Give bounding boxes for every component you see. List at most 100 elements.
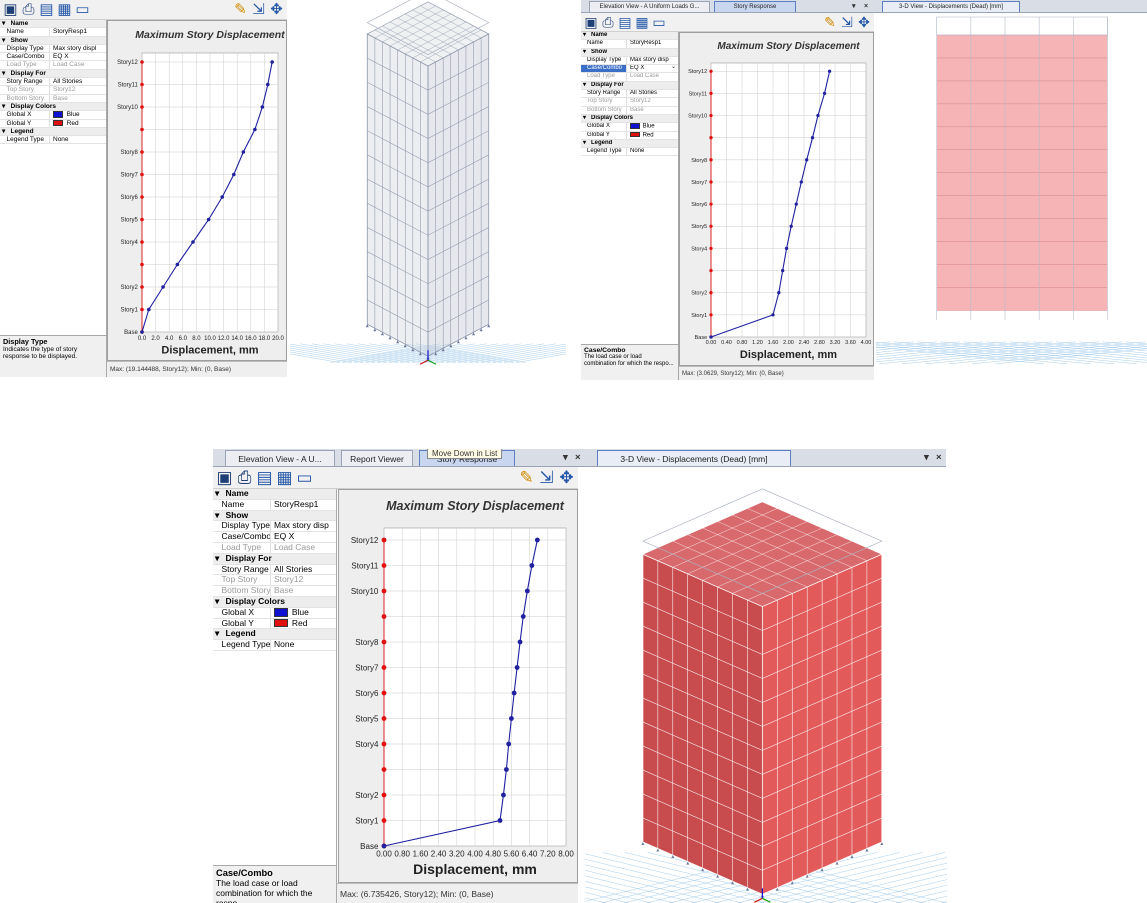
data-point-global-y[interactable]	[140, 127, 144, 132]
data-point-global-x[interactable]	[517, 639, 523, 645]
print-icon[interactable]: ⎙	[237, 469, 252, 486]
color-swatch[interactable]	[630, 123, 640, 129]
prop-row-case-combo[interactable]: Case/Combo EQ X ⌄	[581, 65, 678, 74]
data-point-global-x[interactable]	[241, 150, 246, 154]
data-point-global-y[interactable]	[709, 158, 713, 162]
prop-row-load-type[interactable]: Load Type Load Case	[0, 61, 106, 70]
prop-value[interactable]: StoryResp1	[627, 40, 678, 47]
print-icon[interactable]: ⎙	[22, 2, 35, 17]
data-point-global-y[interactable]	[709, 291, 713, 295]
prop-row-story-range[interactable]: Story Range All Stories	[0, 78, 106, 87]
data-point-global-x[interactable]	[534, 537, 540, 543]
close-view-icon[interactable]: ×	[936, 452, 942, 463]
color-swatch[interactable]	[53, 119, 64, 126]
category-legend[interactable]: ▾ Legend	[0, 127, 106, 137]
data-point-global-x[interactable]	[381, 843, 387, 849]
data-point-global-y[interactable]	[140, 105, 144, 109]
data-point-global-x[interactable]	[789, 224, 793, 228]
color-swatch[interactable]	[53, 111, 64, 118]
tab-elevation-view-a-u[interactable]: Elevation View - A U...	[225, 450, 335, 466]
data-point-global-x[interactable]	[506, 741, 512, 747]
data-point-global-x[interactable]	[140, 330, 144, 334]
collapse-icon[interactable]: ▾	[215, 489, 220, 498]
collapse-icon[interactable]: ▾	[215, 552, 220, 563]
pencil-icon[interactable]: ✎	[234, 2, 247, 17]
data-point-global-x[interactable]	[529, 563, 535, 568]
data-point-global-x[interactable]	[810, 136, 815, 140]
data-point-global-y[interactable]	[381, 792, 387, 798]
export-icon[interactable]: ⇲	[252, 2, 265, 17]
data-point-global-x[interactable]	[709, 335, 713, 339]
prop-row-display-type[interactable]: Display Type Max story displ	[0, 44, 106, 54]
data-point-global-y[interactable]	[140, 307, 144, 312]
data-point-global-x[interactable]	[777, 291, 781, 295]
prop-value[interactable]: StoryResp1	[271, 500, 336, 510]
prop-row-global-y[interactable]: Global Y Red	[581, 131, 678, 140]
prop-value[interactable]: None	[50, 136, 106, 143]
data-point-global-y[interactable]	[381, 639, 387, 645]
data-point-global-y[interactable]	[381, 767, 387, 772]
close-tab-icon[interactable]: ×	[864, 3, 869, 10]
prop-row-bottom-story[interactable]: Bottom Story Base	[213, 586, 336, 597]
data-point-global-x[interactable]	[805, 158, 809, 162]
data-point-global-y[interactable]	[140, 195, 144, 199]
model-3d-view[interactable]	[290, 0, 566, 377]
collapse-icon[interactable]: ▾	[583, 81, 587, 88]
category-name[interactable]: ▾ Name	[0, 20, 106, 29]
print-icon[interactable]: ⎙	[602, 15, 614, 29]
prop-value[interactable]: All Stories	[50, 78, 106, 85]
story-displacement-plot[interactable]: 0.0 2.0 4.0 6.0 8.0 10.0 12.0 14.0 16.0 18.0 20.0 B…	[107, 20, 287, 361]
data-point-global-x[interactable]	[161, 285, 165, 289]
data-point-global-y[interactable]	[709, 313, 713, 317]
table-icon[interactable]: ▦	[635, 15, 649, 29]
prop-value[interactable]: EQ X	[271, 532, 336, 542]
model-3d-view[interactable]	[585, 467, 947, 903]
collapse-icon[interactable]: ▾	[2, 69, 6, 77]
data-point-global-y[interactable]	[709, 180, 713, 184]
collapse-icon[interactable]: ▾	[215, 628, 220, 639]
data-point-global-x[interactable]	[822, 91, 827, 96]
prop-row-name[interactable]: Name StoryResp1	[0, 28, 106, 37]
prop-value[interactable]: Max story disp	[271, 521, 336, 531]
data-point-global-x[interactable]	[232, 172, 236, 177]
page-icon[interactable]: ▭	[652, 15, 666, 29]
table-icon[interactable]: ▦	[57, 2, 72, 17]
tab-3d-view[interactable]: 3-D View - Displacements (Dead) [mm]	[597, 450, 791, 466]
data-point-global-x[interactable]	[497, 818, 503, 823]
prop-row-load-type[interactable]: Load Type Load Case	[213, 542, 336, 554]
data-point-global-y[interactable]	[709, 69, 713, 73]
pencil-icon[interactable]: ✎	[824, 15, 836, 29]
data-point-global-y[interactable]	[381, 716, 387, 721]
story-displacement-plot[interactable]: 0.00 0.80 1.60 2.40 3.20 4.00 4.80 5.60 6.40 7.20…	[338, 489, 578, 883]
tab-elevation-view-a-uniform-loads-g[interactable]: Elevation View - A Uniform Loads G...	[589, 1, 710, 12]
prop-row-bottom-story[interactable]: Bottom Story Base	[0, 94, 106, 103]
data-point-global-y[interactable]	[709, 202, 713, 206]
dropdown-arrow-icon[interactable]: ⌄	[670, 65, 676, 71]
prop-value[interactable]: Base	[627, 107, 678, 114]
data-point-global-y[interactable]	[140, 82, 144, 87]
data-point-global-x[interactable]	[794, 202, 798, 206]
collapse-icon[interactable]: ▾	[583, 32, 587, 38]
prop-value[interactable]: Base	[50, 95, 106, 102]
data-point-global-x[interactable]	[206, 217, 211, 222]
data-point-global-y[interactable]	[709, 91, 713, 96]
data-point-global-y[interactable]	[140, 217, 144, 222]
prop-value[interactable]: Blue	[627, 123, 678, 130]
prop-row-load-type[interactable]: Load Type Load Case	[581, 73, 678, 82]
display-icon[interactable]: ▤	[39, 2, 54, 17]
data-point-global-y[interactable]	[381, 537, 387, 543]
data-point-global-y[interactable]	[381, 818, 387, 823]
data-point-global-y[interactable]	[709, 224, 713, 228]
page-icon[interactable]: ▭	[296, 469, 313, 486]
category-display-colors[interactable]: ▾ Display Colors	[213, 596, 336, 608]
category-name[interactable]: ▾ Name	[581, 32, 678, 41]
color-swatch[interactable]	[274, 608, 288, 617]
prop-value[interactable]: Story12	[271, 575, 336, 585]
data-point-global-y[interactable]	[709, 136, 713, 140]
data-point-global-x[interactable]	[827, 69, 832, 73]
prop-row-name[interactable]: Name StoryResp1	[581, 40, 678, 49]
collapse-icon[interactable]: ▾	[583, 48, 587, 55]
data-point-global-x[interactable]	[147, 307, 151, 312]
data-point-global-x[interactable]	[260, 105, 265, 109]
data-point-global-x[interactable]	[503, 767, 509, 772]
